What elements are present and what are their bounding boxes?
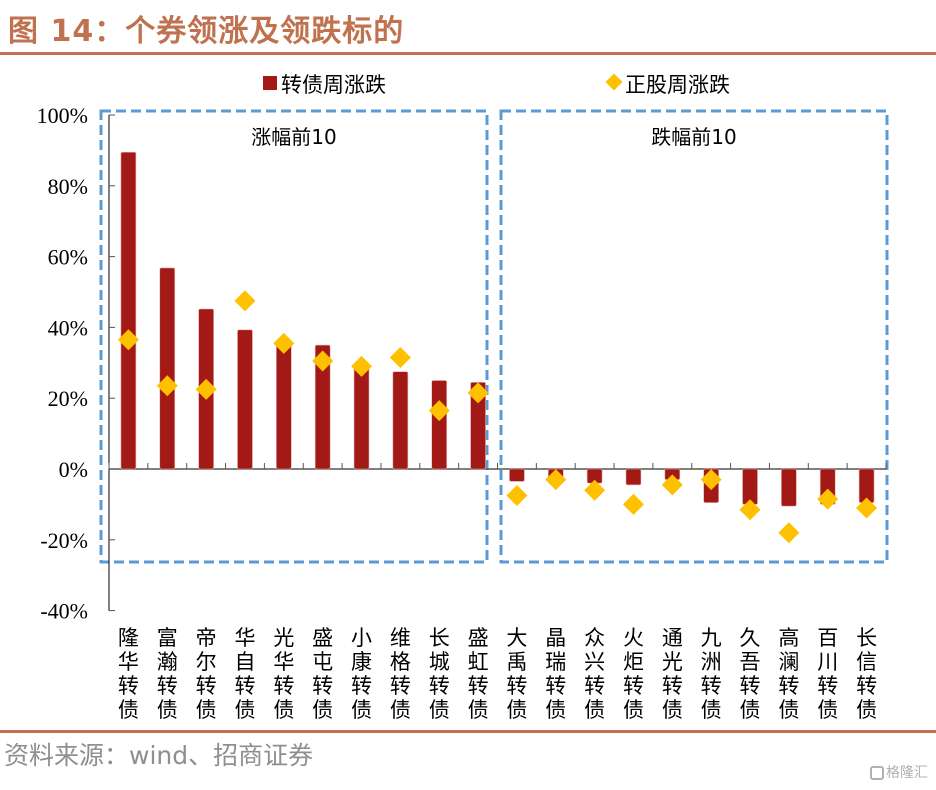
y-tick-label: 20% (48, 386, 88, 411)
x-tick-label: 久吾转债 (740, 626, 761, 722)
bar-盛虹转债 (470, 381, 486, 470)
marker-晶瑞转债 (545, 469, 567, 491)
x-tick-label: 晶瑞转债 (545, 626, 566, 722)
group-label: 跌幅前10 (651, 125, 736, 149)
group-box-2 (499, 109, 889, 564)
x-tick-label: 富瀚转债 (157, 626, 178, 722)
marker-帝尔转债 (195, 378, 217, 400)
figure-title: 图 14：个券领涨及领跌标的 (8, 14, 405, 49)
group-label: 涨幅前10 (251, 125, 336, 149)
title-divider (0, 52, 936, 55)
chart: 转债周涨跌 正股周涨跌 涨幅前10 跌幅前10 100% 80% 60% 40% 20% 0… (37, 73, 889, 722)
legend: 转债周涨跌 正股周涨跌 (263, 73, 730, 97)
x-tick-label: 光华转债 (273, 626, 294, 722)
y-tick-label: 40% (48, 315, 88, 340)
watermark: 格隆汇 (870, 762, 928, 782)
x-tick-label: 众兴转债 (584, 626, 605, 722)
watermark-logo-icon (870, 766, 884, 780)
y-tick-label: 0% (59, 457, 88, 482)
bar-盛屯转债 (314, 344, 331, 470)
bar-小康转债 (353, 367, 370, 470)
marker-久吾转债 (739, 499, 761, 521)
x-tick-label: 小康转债 (351, 626, 372, 722)
marker-众兴转债 (584, 479, 606, 501)
group-box-1 (99, 109, 489, 564)
bar-火炬转债 (625, 468, 642, 486)
x-tick-label: 盛虹转债 (468, 626, 489, 722)
marker-百川转债 (817, 488, 839, 510)
x-tick-label: 火炬转债 (623, 626, 644, 722)
x-tick-label: 九洲转债 (701, 626, 722, 722)
y-tick-label: 80% (48, 174, 88, 199)
bar-光华转债 (276, 343, 292, 470)
x-tick-label: 帝尔转债 (196, 626, 217, 722)
bar-长城转债 (431, 380, 448, 470)
bar-大禹转债 (509, 468, 525, 482)
x-tick-label: 高澜转债 (778, 626, 799, 722)
x-tick-label: 通光转债 (662, 626, 683, 722)
legend-swatch-stock (605, 73, 623, 91)
watermark-text: 格隆汇 (886, 765, 928, 781)
bar-华自转债 (237, 329, 253, 470)
marker-盛虹转债 (467, 382, 489, 404)
x-tick-label: 隆华转债 (118, 626, 139, 722)
marker-九洲转债 (700, 469, 722, 491)
y-tick-label: 60% (48, 245, 88, 270)
marker-高澜转债 (778, 522, 800, 544)
y-tick-label: -20% (40, 528, 88, 553)
marker-富瀚转债 (156, 375, 178, 397)
legend-label-stock: 正股周涨跌 (625, 73, 730, 97)
footer-divider (0, 730, 936, 733)
marker-火炬转债 (622, 493, 644, 515)
bar-久吾转债 (742, 468, 758, 505)
bar-高澜转债 (781, 468, 797, 507)
x-tick-label: 百川转债 (817, 626, 838, 722)
x-tick-label: 盛屯转债 (312, 626, 333, 722)
y-tick-label: -40% (40, 599, 88, 624)
bar-维格转债 (392, 371, 409, 470)
marker-通光转债 (661, 474, 683, 496)
marker-长信转债 (856, 497, 878, 519)
marker-隆华转债 (117, 329, 139, 351)
bar-富瀚转债 (159, 267, 176, 470)
source-note: 资料来源：wind、招商证券 (4, 741, 314, 770)
marker-光华转债 (273, 332, 295, 354)
marker-华自转债 (234, 290, 256, 312)
x-tick-label: 长城转债 (429, 626, 450, 722)
marker-盛屯转债 (312, 350, 334, 372)
x-tick-label: 大禹转债 (506, 626, 527, 722)
x-tick-label: 华自转债 (234, 626, 255, 722)
marker-大禹转债 (506, 485, 528, 507)
legend-swatch-bond (263, 76, 277, 90)
bar-隆华转债 (120, 151, 137, 470)
marker-长城转债 (428, 400, 450, 422)
marker-维格转债 (389, 346, 411, 368)
marker-小康转债 (351, 355, 373, 377)
x-tick-label: 维格转债 (390, 626, 411, 722)
y-tick-label: 100% (37, 103, 88, 128)
legend-label-bond: 转债周涨跌 (281, 73, 386, 97)
x-tick-label: 长信转债 (856, 626, 877, 722)
